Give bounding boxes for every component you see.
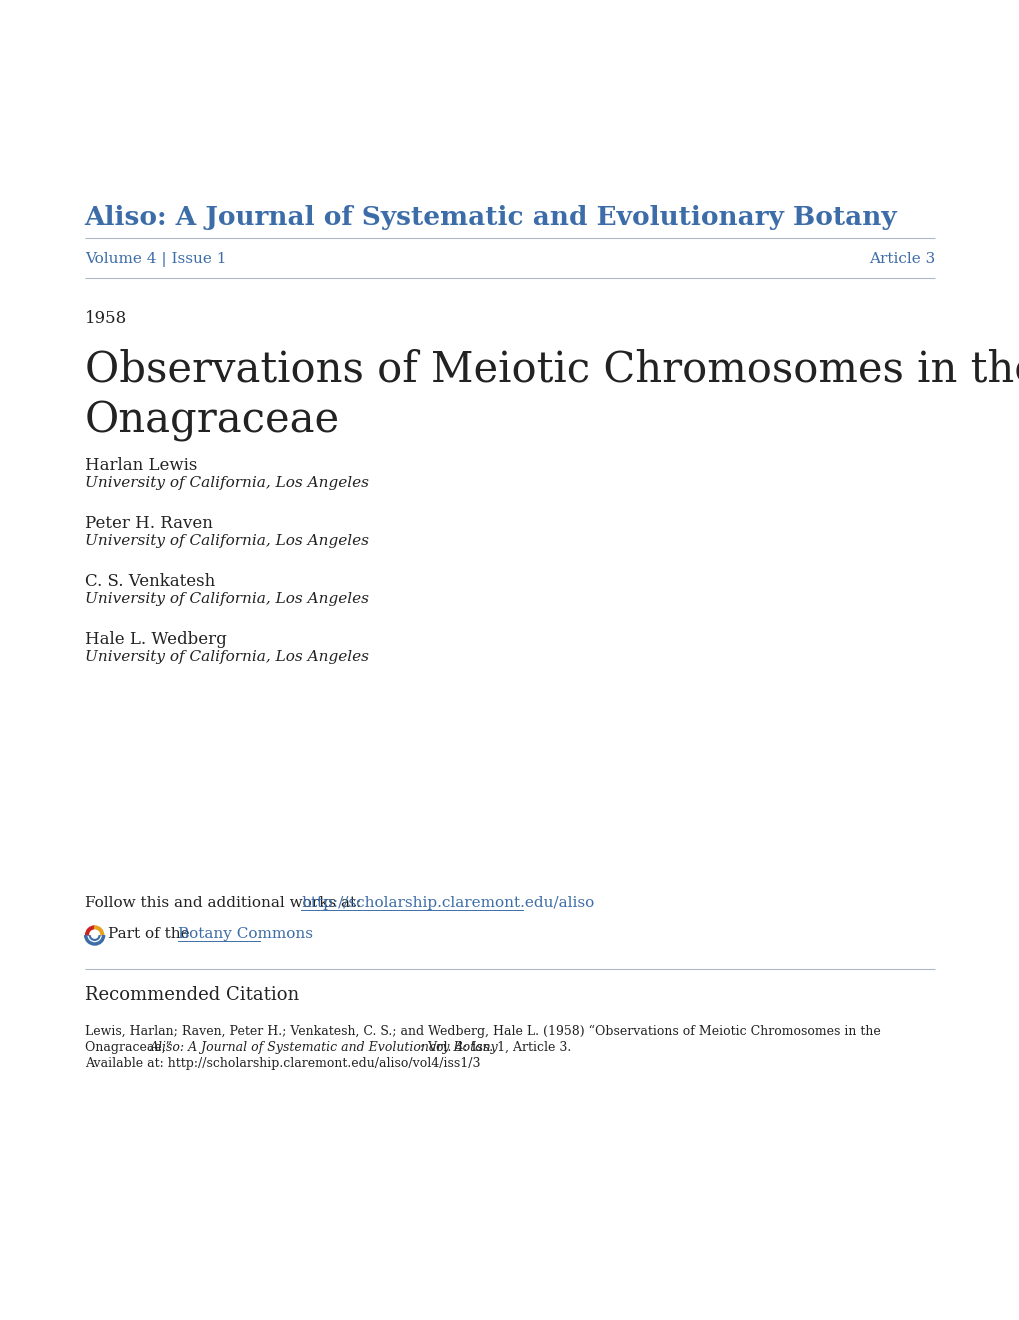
Text: University of California, Los Angeles: University of California, Los Angeles bbox=[85, 649, 368, 664]
Circle shape bbox=[90, 931, 100, 940]
Text: Harlan Lewis: Harlan Lewis bbox=[85, 457, 197, 474]
Text: http://scholarship.claremont.edu/aliso: http://scholarship.claremont.edu/aliso bbox=[301, 896, 594, 909]
Text: University of California, Los Angeles: University of California, Los Angeles bbox=[85, 535, 368, 548]
Text: 1958: 1958 bbox=[85, 310, 126, 327]
Text: C. S. Venkatesh: C. S. Venkatesh bbox=[85, 573, 215, 590]
Text: Available at: http://scholarship.claremont.edu/aliso/vol4/iss1/3: Available at: http://scholarship.claremo… bbox=[85, 1057, 480, 1071]
Text: Hale L. Wedberg: Hale L. Wedberg bbox=[85, 631, 226, 648]
Text: Onagraceae,”: Onagraceae,” bbox=[85, 1041, 175, 1053]
Text: Observations of Meiotic Chromosomes in the: Observations of Meiotic Chromosomes in t… bbox=[85, 348, 1019, 389]
Text: Peter H. Raven: Peter H. Raven bbox=[85, 515, 212, 532]
Text: University of California, Los Angeles: University of California, Los Angeles bbox=[85, 591, 368, 606]
Text: Volume 4 | Issue 1: Volume 4 | Issue 1 bbox=[85, 252, 226, 267]
Text: : Vol. 4: Iss. 1, Article 3.: : Vol. 4: Iss. 1, Article 3. bbox=[419, 1041, 571, 1053]
Text: Aliso: A Journal of Systematic and Evolutionary Botany: Aliso: A Journal of Systematic and Evolu… bbox=[150, 1041, 498, 1053]
Text: Botany Commons: Botany Commons bbox=[177, 927, 313, 941]
Text: Part of the: Part of the bbox=[108, 927, 194, 941]
Wedge shape bbox=[86, 927, 95, 935]
Text: Aliso: A Journal of Systematic and Evolutionary Botany: Aliso: A Journal of Systematic and Evolu… bbox=[85, 205, 897, 230]
Text: Recommended Citation: Recommended Citation bbox=[85, 986, 299, 1005]
Wedge shape bbox=[95, 927, 104, 935]
Text: Onagraceae: Onagraceae bbox=[85, 400, 339, 442]
Text: Lewis, Harlan; Raven, Peter H.; Venkatesh, C. S.; and Wedberg, Hale L. (1958) “O: Lewis, Harlan; Raven, Peter H.; Venkates… bbox=[85, 1026, 879, 1039]
Text: Follow this and additional works at:: Follow this and additional works at: bbox=[85, 896, 366, 909]
Text: Article 3: Article 3 bbox=[868, 252, 934, 267]
Text: University of California, Los Angeles: University of California, Los Angeles bbox=[85, 477, 368, 490]
